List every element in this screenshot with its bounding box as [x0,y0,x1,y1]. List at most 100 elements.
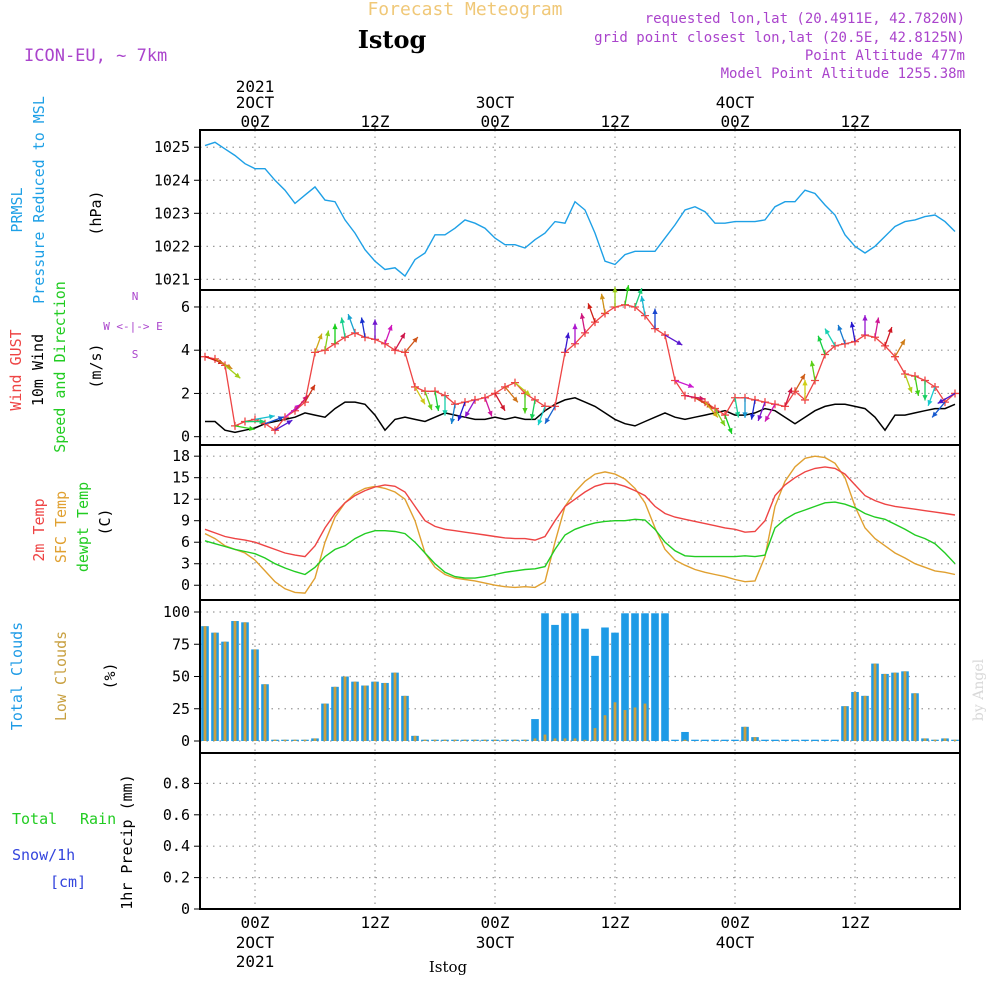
total-cloud-bar [591,655,599,741]
wind-arrow-head [268,414,275,420]
wind-arrow-head [277,416,284,422]
temp-ytick-label: 3 [181,555,190,573]
low-cloud-bar [403,695,407,741]
low-cloud-bar [443,739,447,741]
wind-arrow-head [599,293,606,300]
wind-arrow [734,397,741,418]
top-axis-label: 3OCT [476,93,515,112]
wind-arrow-head [457,414,463,421]
wind-arrow-head [387,324,393,331]
wind-arrow [922,380,928,401]
wind-arrow-head [698,395,705,401]
low-cloud-bar [553,738,557,741]
low-cloud-bar [323,703,327,741]
clouds-ytick-label: 50 [172,668,190,686]
wind-arrow-head [529,413,536,420]
total-cloud-bar [531,719,539,741]
gust-marker [401,348,409,357]
dewpt-temp-series [204,501,956,579]
total-cloud-bar [631,613,639,741]
wind-arrow [434,391,441,412]
wind-arrow [304,384,316,403]
wind-arrow-head [712,411,718,418]
bottom-axis-label: 4OCT [716,933,755,952]
watermark: by Angel [971,658,987,721]
temp-ytick-label: 0 [181,576,190,594]
total-cloud-bar [621,613,629,741]
low-cloud-bar [633,707,637,741]
pressure-unit: (hPa) [87,190,105,235]
wind-arrow-head [412,337,418,343]
low-cloud-bar [623,710,627,741]
temp-ytick-label: 6 [181,533,190,551]
wind-arrow-head [907,386,913,393]
low-cloud-bar [393,672,397,741]
top-axis-label: 12Z [361,112,390,131]
wind-arrow-head [922,395,928,401]
wind-arrow-head [465,411,470,418]
temp-ytick-label: 9 [181,512,190,530]
temp-ytick-label: 12 [172,490,190,508]
pressure-frame [199,129,961,291]
temp-label-2m: 2m Temp [30,498,48,561]
wind-arrow-head [545,417,550,424]
wind-panel: 0 2 4 6 [181,289,961,446]
wind-arrow-head [809,360,816,367]
wind-arrow [384,324,393,344]
total-cloud-bar [551,624,559,741]
low-cloud-bar [883,673,887,741]
top-axis-label: 2021 [236,77,275,96]
total-cloud-bar [831,739,839,741]
temp-unit: (C) [96,508,114,535]
t2m-temp-series [204,466,956,558]
gust-marker [391,346,399,355]
wind-arrow-head [612,286,618,293]
wind-gust-line [204,304,956,432]
top-axis-label: 00Z [241,112,270,131]
wind-arrow-head [900,339,905,346]
wind-arrow-head [572,323,578,330]
low-cloud-bar [413,735,417,741]
wind-arrow [624,284,631,305]
wind-arrow [764,403,776,422]
gust-marker [491,389,499,398]
wind-gust-series [201,300,959,435]
wind-arrow [537,406,546,426]
total-cloud-bar [731,739,739,741]
gust-marker [511,378,519,387]
wind-arrow [394,332,406,351]
wind-frame [199,289,961,446]
wind-arrow [757,401,766,422]
wind-arrow-head [420,398,425,405]
low-cloud-bar [533,738,537,741]
clouds-ytick-label: 25 [172,700,190,718]
low-cloud-bar [463,739,467,741]
low-cloud-bar [293,739,297,741]
wind-unit: (m/s) [87,343,105,388]
wind-arrow [514,382,531,396]
wind-arrow-head [347,314,353,321]
wind-arrow [414,386,426,405]
pressure-label-msl: Pressure Reduced to MSL [30,96,48,304]
dewpt-temp-line [204,501,956,579]
low-cloud-bar [853,691,857,741]
low-cloud-bar [223,641,227,741]
wind-arrow [484,397,493,417]
wind-arrow-head [874,317,881,324]
wind-arrow-head [887,327,893,334]
wind-arrow-head [802,379,808,386]
precip-frame [199,752,961,910]
pressure-series [204,141,956,278]
wind-arrow [837,324,846,344]
wind-arrow-head [914,390,921,396]
wind-label-direction: Speed and Direction [51,281,69,453]
low-cloud-bar [913,693,917,741]
precip-label-rain: Rain [80,810,116,828]
wind-arrow [849,321,856,342]
wind-arrow-head [727,427,733,434]
wind-arrow-head [624,285,631,291]
wind-arrow [874,317,881,338]
pressure-ytick-label: 1024 [154,171,190,189]
wind-ytick-label: 4 [181,341,190,359]
